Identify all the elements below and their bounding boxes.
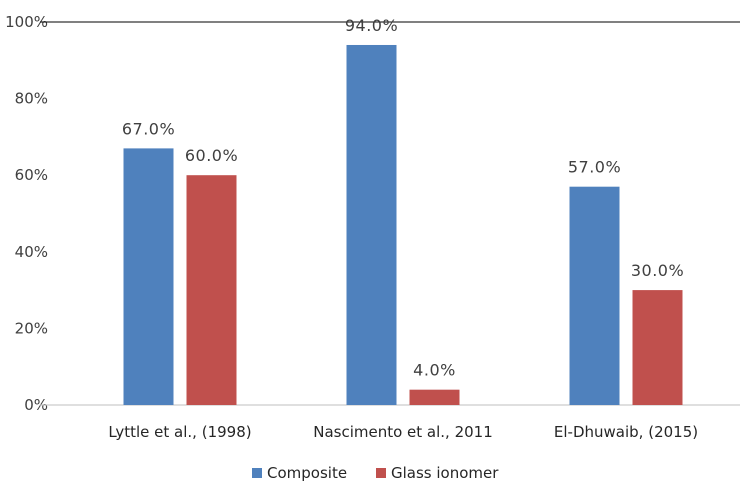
data-label: 67.0% [122,119,175,138]
data-labels-group: 67.0% 60.0% 94.0% 4.0% 57.0% 30.0% [122,16,684,380]
x-category-label: Nascimento et al., 2011 [313,423,493,441]
data-label: 4.0% [413,361,456,380]
bar-glass-ionomer [186,175,237,405]
legend-swatch [252,468,262,478]
data-label: 57.0% [568,158,621,177]
y-tick-label: 40% [15,243,48,261]
bar-glass-ionomer [409,389,460,405]
x-category-label: El-Dhuwaib, (2015) [554,423,698,441]
bars-group [123,44,683,405]
legend: Composite Glass ionomer [252,464,499,482]
data-label: 60.0% [185,146,238,165]
bar-composite [123,148,174,405]
bar-glass-ionomer [632,290,683,405]
y-tick-label: 20% [15,319,48,337]
y-axis-ticks: 0% 20% 40% 60% 80% 100% [5,13,48,414]
bar-composite [346,44,397,405]
category-labels-group: Lyttle et al., (1998) Nascimento et al., … [108,423,698,441]
bar-composite [569,186,620,405]
data-label: 30.0% [631,261,684,280]
x-category-label: Lyttle et al., (1998) [108,423,251,441]
y-tick-label: 100% [5,13,48,31]
data-label: 94.0% [345,16,398,35]
y-tick-label: 0% [24,396,48,414]
legend-label: Composite [267,464,347,482]
y-tick-label: 80% [15,90,48,108]
legend-swatch [376,468,386,478]
y-tick-label: 60% [15,166,48,184]
legend-label: Glass ionomer [391,464,499,482]
